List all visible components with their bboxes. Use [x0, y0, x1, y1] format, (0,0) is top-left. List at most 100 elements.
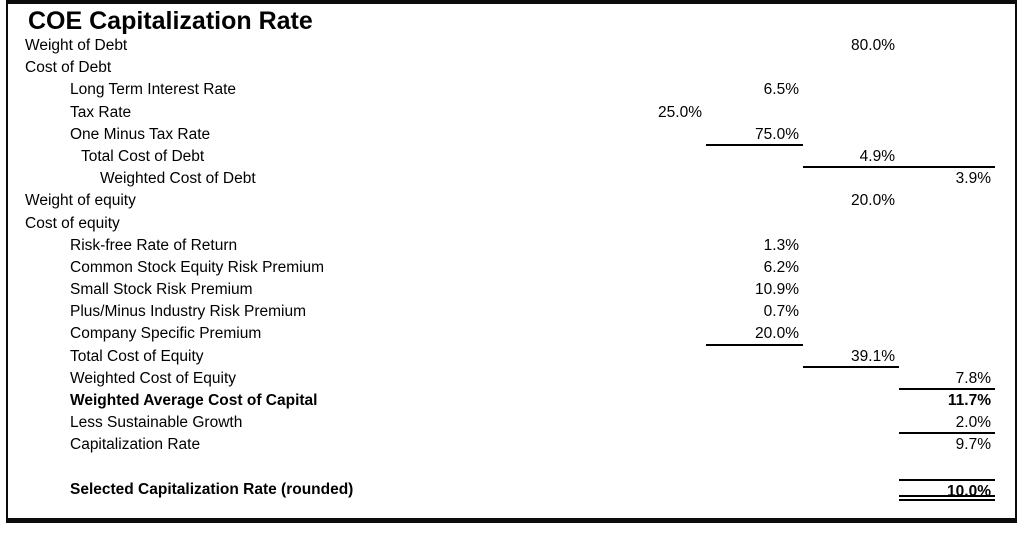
row-label: Less Sustainable Growth: [70, 414, 243, 432]
table-row: Less Sustainable Growth 2.0%: [8, 412, 1015, 435]
value-cell-c: 1.3%: [763, 236, 799, 254]
value-cell-e: [899, 279, 995, 301]
row-label: Selected Capitalization Rate (rounded): [70, 480, 354, 498]
value-cell-e: [899, 301, 995, 323]
value-cell-d: [803, 213, 899, 235]
value-cell-c: 10.9%: [755, 281, 799, 299]
value-cell-e: [899, 323, 995, 345]
value-cell-b: [610, 479, 706, 501]
table-row: One Minus Tax Rate 75.0%: [8, 124, 1015, 146]
value-cell-b: [610, 279, 706, 301]
right-spacer: [995, 412, 1015, 434]
value-cell-c: 6.5%: [763, 81, 799, 99]
value-cell-c: [706, 412, 803, 434]
value-cell-e: 10.0%: [899, 478, 995, 501]
right-spacer: [995, 434, 1015, 456]
value-cell-e: 11.7%: [947, 392, 991, 409]
table-row: Plus/Minus Industry Risk Premium 0.7%: [8, 301, 1015, 323]
table-row: Tax Rate 25.0%: [8, 102, 1015, 124]
value-cell-d: [803, 102, 899, 124]
value-cell-d: [803, 57, 899, 79]
value-cell-e: 2.0%: [899, 412, 995, 435]
value-cell-c: [706, 146, 803, 168]
right-spacer: [995, 368, 1015, 390]
right-spacer: [995, 213, 1015, 235]
row-label: Long Term Interest Rate: [70, 81, 236, 99]
right-spacer: [995, 168, 1015, 190]
value-cell-b: [610, 301, 706, 323]
value-cell-b: [610, 146, 706, 168]
value-cell-e: 7.8%: [899, 368, 995, 390]
right-spacer: [995, 457, 1015, 479]
table-row: Weighted Average Cost of Capital 11.7%: [8, 390, 1015, 412]
value-cell-e: 9.7%: [955, 436, 991, 454]
row-label: Weighted Cost of Debt: [100, 170, 256, 188]
value-cell-d: [803, 168, 899, 190]
value-cell-d: 20.0%: [851, 192, 895, 210]
row-label: Common Stock Equity Risk Premium: [70, 258, 325, 276]
table-row: Risk-free Rate of Return 1.3%: [8, 235, 1015, 257]
row-label: Risk-free Rate of Return: [70, 236, 238, 254]
right-spacer: [995, 124, 1015, 146]
table-row: [8, 457, 1015, 479]
right-spacer: [995, 257, 1015, 279]
value-cell-e: [899, 79, 995, 101]
table-row: Small Stock Risk Premium 10.9%: [8, 279, 1015, 301]
row-label: Small Stock Risk Premium: [70, 281, 253, 299]
value-cell-b: [610, 190, 706, 212]
table-row: Weight of equity 20.0%: [8, 190, 1015, 212]
value-cell-c: 0.7%: [763, 303, 799, 321]
value-cell-e: [899, 457, 995, 479]
value-cell-b: [610, 35, 706, 57]
value-cell-d: [803, 434, 899, 456]
value-cell-b: [610, 457, 706, 479]
value-cell-c: [706, 190, 803, 212]
value-cell-b: [610, 257, 706, 279]
row-label: Weight of Debt: [25, 37, 128, 54]
table-row: Cost of equity: [8, 213, 1015, 235]
value-cell-c: 20.0%: [706, 323, 803, 346]
value-cell-e: [899, 57, 995, 79]
table-row: Selected Capitalization Rate (rounded) 10…: [8, 478, 1015, 501]
value-cell-c: [706, 168, 803, 190]
value-cell-d: [803, 235, 899, 257]
table-row: Company Specific Premium 20.0%: [8, 323, 1015, 346]
row-label: One Minus Tax Rate: [70, 125, 211, 143]
right-spacer: [995, 57, 1015, 79]
value-cell-e: [899, 257, 995, 279]
value-cell-d: [803, 79, 899, 101]
right-spacer: [995, 146, 1015, 168]
table-row: Total Cost of Debt 4.9%: [8, 146, 1015, 169]
row-label: Weighted Cost of Equity: [70, 369, 236, 387]
rate-table: Weight of Debt 80.0% Cost of Debt Long Term…: [8, 35, 1015, 501]
value-cell-d: [803, 479, 899, 501]
table-row: Total Cost of Equity 39.1%: [8, 346, 1015, 368]
value-cell-c: 6.2%: [763, 258, 799, 276]
value-cell-d: 4.9%: [803, 146, 899, 169]
value-cell-d: [803, 279, 899, 301]
row-label: Tax Rate: [70, 103, 132, 121]
value-cell-e: [899, 235, 995, 257]
right-spacer: [995, 390, 1015, 412]
row-label: Weighted Average Cost of Capital: [70, 392, 318, 409]
sheet-title: COE Capitalization Rate: [28, 7, 313, 35]
row-label: [8, 457, 610, 479]
value-cell-b: [610, 213, 706, 235]
value-cell-c: [706, 35, 803, 57]
right-spacer: [995, 301, 1015, 323]
value-cell-c: [706, 346, 803, 368]
row-label: Capitalization Rate: [70, 436, 201, 454]
right-spacer: [995, 346, 1015, 368]
value-cell-c: [706, 479, 803, 501]
right-spacer: [995, 479, 1015, 501]
value-cell-e: [899, 146, 995, 169]
value-cell-e: [899, 213, 995, 235]
value-cell-d: [803, 368, 899, 390]
value-cell-c: [706, 57, 803, 79]
right-spacer: [995, 79, 1015, 101]
row-label: Total Cost of Debt: [81, 147, 205, 165]
value-cell-d: [803, 257, 899, 279]
value-cell-b: [610, 168, 706, 190]
value-cell-b: [610, 390, 706, 412]
table-row: Cost of Debt: [8, 57, 1015, 79]
